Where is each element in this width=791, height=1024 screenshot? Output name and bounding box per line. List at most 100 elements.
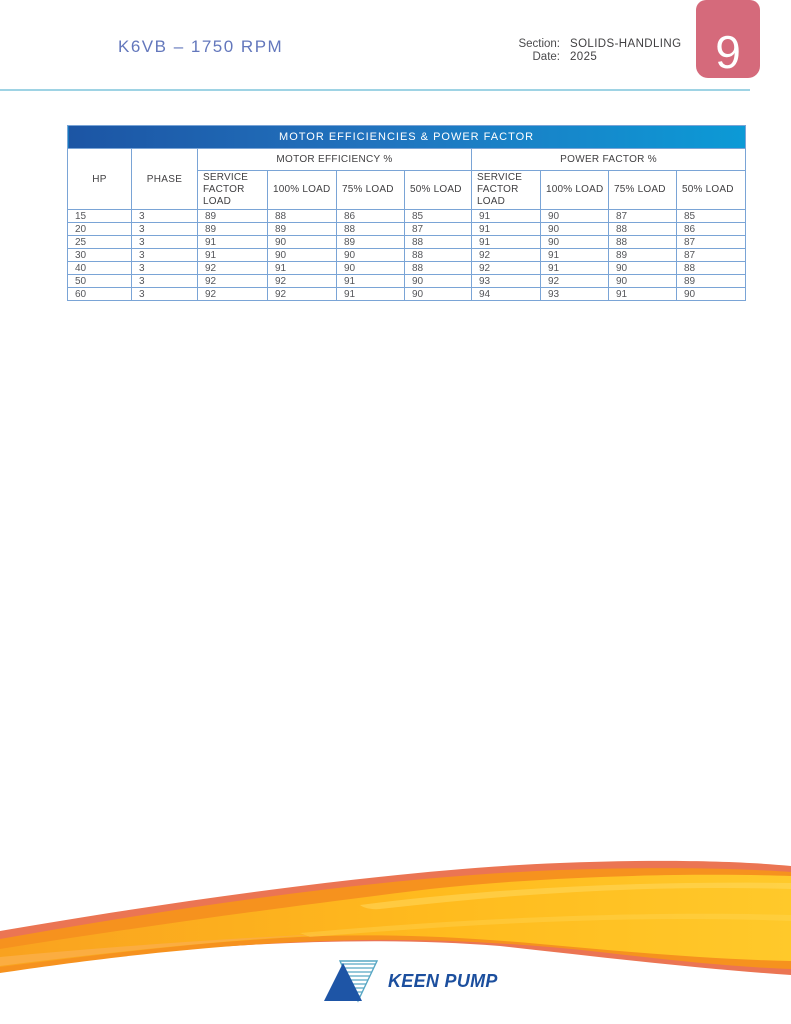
table-cell: 90 (404, 274, 472, 288)
footer-wave-graphic (0, 860, 791, 975)
hp-column-header: HP (67, 148, 132, 210)
column-header: 100% LOAD (267, 170, 337, 210)
table-cell: 91 (197, 235, 268, 249)
table-cell: 92 (267, 274, 337, 288)
table-cell: 3 (131, 287, 198, 301)
table-row: 30 3 91 90 90 88 92 91 89 87 (67, 248, 747, 262)
table-cell: 88 (675, 261, 747, 275)
table-body: 15 3 89 88 86 85 91 90 87 85 20 3 89 89 88 87 91 90 88 86 25… (67, 209, 747, 301)
striped-triangle-logo-icon (57, 31, 95, 67)
table-cell: 3 (131, 222, 198, 236)
table-cell: 92 (267, 287, 337, 301)
section-label: Section: (518, 38, 560, 50)
table-cell: 89 (336, 235, 405, 249)
table-cell: 90 (608, 274, 677, 288)
table-cell: 50 (67, 274, 132, 288)
column-header: 50% LOAD (675, 170, 747, 210)
table-cell: 90 (540, 222, 609, 236)
power-factor-group-header: POWER FACTOR % (470, 148, 747, 171)
table-cell: 92 (197, 261, 268, 275)
table-cell: 93 (471, 274, 541, 288)
table-cell: 85 (404, 209, 472, 223)
table-title-row: MOTOR EFFICIENCIES & POWER FACTOR (66, 125, 747, 149)
table-cell: 40 (67, 261, 132, 275)
table-cell: 89 (267, 222, 337, 236)
table-cell: 88 (404, 261, 472, 275)
table-cell: 90 (404, 287, 472, 301)
table-cell: 93 (540, 287, 609, 301)
table-cell: 91 (336, 287, 405, 301)
table-sub-header-row: SERVICE FACTOR LOAD 100% LOAD 75% LOAD 5… (68, 170, 747, 210)
table-cell: 86 (675, 222, 747, 236)
table-cell: 3 (131, 274, 198, 288)
table-cell: 88 (404, 235, 472, 249)
table-cell: 90 (336, 261, 405, 275)
brand-name: KEEN PUMP (388, 970, 498, 991)
table-cell: 30 (67, 248, 132, 262)
table-cell: 86 (336, 209, 405, 223)
column-header: 75% LOAD (336, 170, 405, 210)
table-cell: 88 (608, 222, 677, 236)
column-header: 75% LOAD (608, 170, 677, 210)
table-row: 15 3 89 88 86 85 91 90 87 85 (67, 209, 747, 223)
table-cell: 90 (540, 235, 609, 249)
table-cell: 92 (471, 261, 541, 275)
table-cell: 94 (471, 287, 541, 301)
table-cell: 91 (540, 261, 609, 275)
table-cell: 87 (675, 248, 747, 262)
table-cell: 90 (608, 261, 677, 275)
date-value: 2025 (570, 51, 598, 63)
table-cell: 89 (197, 222, 268, 236)
motor-efficiency-group-header: MOTOR EFFICIENCY % (197, 148, 472, 171)
date-label: Date: (532, 51, 561, 63)
table-cell: 20 (67, 222, 132, 236)
section-date-block: Section: SOLIDS-HANDLING Date: 2025 (488, 38, 688, 63)
table-row: 60 3 92 92 91 90 94 93 91 90 (67, 287, 747, 301)
table-row: 50 3 92 92 91 90 93 92 90 89 (67, 274, 747, 288)
table-cell: 89 (608, 248, 677, 262)
table-row: 25 3 91 90 89 88 91 90 88 87 (67, 235, 747, 249)
keen-pump-logo-icon (324, 960, 379, 1003)
page-title: K6VB – 1750 RPM (118, 37, 284, 56)
column-header: SERVICE FACTOR LOAD (197, 170, 268, 210)
table-cell: 15 (67, 209, 132, 223)
table-cell: 3 (131, 209, 198, 223)
table-cell: 91 (197, 248, 268, 262)
page-number: 9 (715, 26, 741, 79)
table-group-header-row: HP PHASE MOTOR EFFICIENCY % POWER FACTOR… (67, 148, 747, 210)
table-cell: 90 (267, 248, 337, 262)
column-header: SERVICE FACTOR LOAD (471, 170, 541, 210)
table-cell: 91 (267, 261, 337, 275)
motor-efficiency-table: MOTOR EFFICIENCIES & POWER FACTOR HP PHA… (66, 125, 747, 301)
brand-logo: KEEN PUMP (320, 956, 498, 1006)
table-cell: 88 (336, 222, 405, 236)
table-cell: 92 (540, 274, 609, 288)
header-divider (0, 89, 750, 91)
page-number-tab: 9 (696, 0, 760, 78)
table-cell: 91 (471, 235, 541, 249)
table-cell: 87 (675, 235, 747, 249)
column-header: 100% LOAD (540, 170, 609, 210)
table-cell: 3 (131, 261, 198, 275)
table-cell: 90 (540, 209, 609, 223)
table-cell: 92 (197, 274, 268, 288)
table-cell: 92 (197, 287, 268, 301)
table-cell: 90 (267, 235, 337, 249)
table-cell: 25 (67, 235, 132, 249)
table-cell: 90 (675, 287, 747, 301)
table-cell: 90 (336, 248, 405, 262)
table-cell: 87 (404, 222, 472, 236)
table-cell: 91 (471, 222, 541, 236)
table-cell: 88 (404, 248, 472, 262)
table-cell: 91 (608, 287, 677, 301)
table-row: 40 3 92 91 90 88 92 91 90 88 (67, 261, 747, 275)
table-cell: 3 (131, 248, 198, 262)
column-header: 50% LOAD (404, 170, 472, 210)
table-cell: 87 (608, 209, 677, 223)
table-cell: 89 (197, 209, 268, 223)
table-cell: 85 (675, 209, 747, 223)
section-value: SOLIDS-HANDLING (570, 38, 682, 50)
table-title: MOTOR EFFICIENCIES & POWER FACTOR (66, 125, 747, 149)
table-cell: 88 (608, 235, 677, 249)
